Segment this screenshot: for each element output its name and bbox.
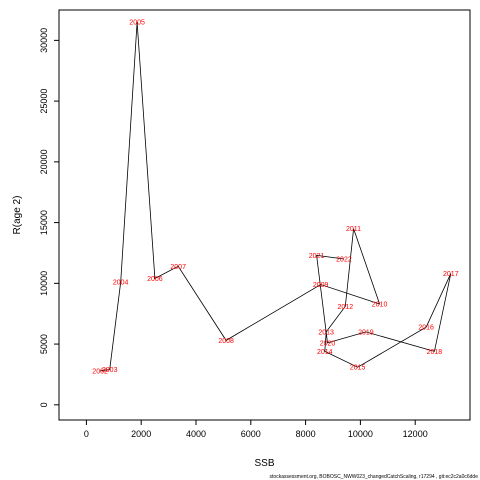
point-label-2009: 2009 bbox=[313, 282, 329, 289]
point-label-2012: 2012 bbox=[338, 304, 354, 311]
y-tick-label: 5000 bbox=[39, 334, 49, 354]
y-tick-label: 25000 bbox=[39, 89, 49, 114]
y-tick-label: 15000 bbox=[39, 210, 49, 235]
y-axis-label: R(age 2) bbox=[12, 196, 23, 235]
point-label-2022: 2022 bbox=[336, 257, 352, 264]
x-tick-label: 6000 bbox=[241, 429, 261, 439]
point-label-2002: 2002 bbox=[92, 368, 108, 375]
point-label-2017: 2017 bbox=[443, 271, 459, 278]
x-tick-label: 0 bbox=[84, 429, 89, 439]
x-tick-label: 4000 bbox=[186, 429, 206, 439]
x-tick-label: 12000 bbox=[403, 429, 428, 439]
x-tick-label: 10000 bbox=[348, 429, 373, 439]
point-label-2014: 2014 bbox=[317, 349, 333, 356]
point-label-2005: 2005 bbox=[129, 20, 145, 27]
point-label-2003: 2003 bbox=[102, 367, 118, 374]
series-line bbox=[100, 22, 452, 372]
point-label-2018: 2018 bbox=[427, 349, 443, 356]
plot-frame bbox=[58, 9, 471, 421]
sr-trajectory-line bbox=[100, 22, 452, 372]
chart-caption: stockassessment.org, BOBOSC_NWW023_chang… bbox=[270, 474, 479, 480]
y-tick-label: 10000 bbox=[39, 271, 49, 296]
y-tick-label: 20000 bbox=[39, 149, 49, 174]
x-tick-label: 2000 bbox=[131, 429, 151, 439]
y-tick-label: 30000 bbox=[39, 28, 49, 53]
point-label-2008: 2008 bbox=[218, 338, 234, 345]
point-label-2020: 2020 bbox=[320, 340, 336, 347]
x-axis: 0 2000 4000 6000 8000 10000 12000 bbox=[84, 420, 428, 439]
point-label-2006: 2006 bbox=[147, 276, 163, 283]
x-tick-label: 8000 bbox=[296, 429, 316, 439]
point-label-2015: 2015 bbox=[350, 365, 366, 372]
point-label-2013: 2013 bbox=[318, 329, 334, 336]
y-axis: 0 5000 10000 15000 20000 25000 30000 bbox=[39, 28, 59, 407]
point-label-2019: 2019 bbox=[358, 329, 374, 336]
point-label-2011: 2011 bbox=[346, 226, 361, 233]
point-label-2007: 2007 bbox=[170, 264, 186, 271]
point-label-2010: 2010 bbox=[372, 301, 388, 308]
point-label-2016: 2016 bbox=[418, 325, 434, 332]
point-label-2004: 2004 bbox=[113, 280, 129, 287]
y-tick-label: 0 bbox=[39, 402, 49, 407]
x-axis-label: SSB bbox=[254, 458, 274, 469]
point-label-2021: 2021 bbox=[309, 253, 325, 260]
